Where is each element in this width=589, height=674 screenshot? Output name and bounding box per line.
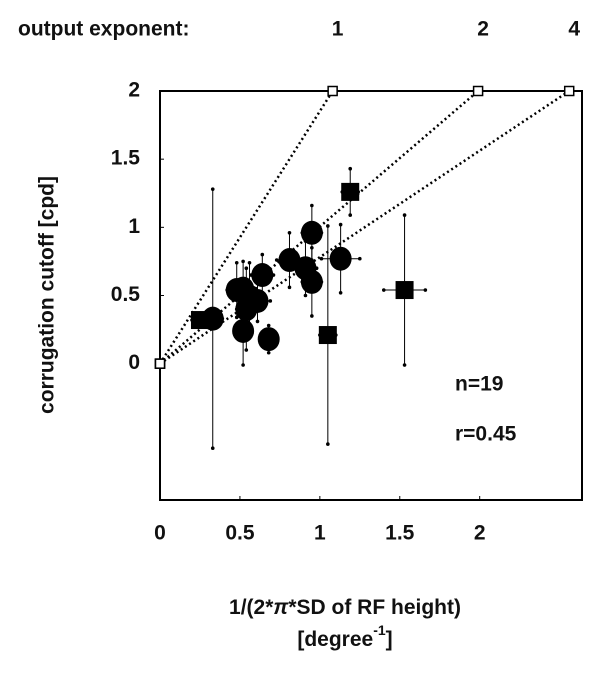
- error-cap: [348, 166, 353, 171]
- point: [300, 220, 323, 245]
- error-cap: [338, 222, 343, 227]
- error-cap: [402, 213, 407, 217]
- error-cap: [303, 293, 308, 298]
- annotation: n=19: [455, 373, 503, 396]
- point: [225, 278, 248, 303]
- point: [300, 269, 323, 294]
- exponent-label: 2: [477, 18, 489, 41]
- error-cap: [310, 314, 314, 318]
- error-cap: [260, 293, 265, 298]
- x-tick-label: 1.5: [385, 522, 415, 545]
- point: [395, 281, 414, 300]
- y-tick-label: 1.5: [111, 147, 141, 170]
- error-cap: [234, 315, 239, 320]
- point: [232, 318, 255, 343]
- x-axis-label: 1/(2*π*SD of RF height): [229, 596, 461, 619]
- x-label-part: *SD of RF height): [288, 596, 461, 619]
- point: [329, 246, 352, 271]
- x-unit-part: ]: [386, 628, 393, 651]
- error-cap: [381, 288, 386, 292]
- error-cap: [402, 363, 407, 367]
- error-cap: [266, 350, 271, 355]
- point: [251, 263, 274, 288]
- error-cap: [241, 363, 245, 367]
- point: [318, 326, 337, 345]
- error-cap: [274, 258, 279, 262]
- error-cap: [210, 187, 215, 191]
- annotation: r=0.45: [455, 423, 517, 446]
- y-axis-label: corrugation cutoff [cpd]: [36, 176, 59, 414]
- error-cap: [310, 203, 314, 208]
- x-unit-part: [degree: [297, 628, 373, 651]
- reference-marker: [154, 358, 166, 369]
- error-cap: [423, 288, 428, 292]
- exponent-label: 1: [332, 18, 344, 41]
- point: [257, 327, 280, 352]
- point: [190, 311, 209, 330]
- x-axis-unit: [degree-1]: [297, 622, 392, 651]
- error-cap: [326, 442, 330, 446]
- error-cap: [338, 290, 343, 295]
- error-cap: [326, 224, 330, 228]
- x-label-part: π: [273, 596, 289, 619]
- error-cap: [244, 266, 249, 271]
- error-cap: [348, 213, 353, 217]
- error-cap: [266, 323, 271, 328]
- reference-marker: [472, 85, 484, 97]
- y-tick-label: 0: [128, 351, 140, 374]
- y-tick-label: 2: [128, 79, 140, 102]
- error-cap: [244, 348, 249, 352]
- x-tick-label: 2: [474, 522, 486, 545]
- x-label-part: 1/(2*: [229, 596, 274, 619]
- exponent-title: output exponent:: [18, 18, 189, 41]
- reference-marker: [327, 85, 338, 97]
- x-tick-label: 0.5: [225, 522, 255, 545]
- error-cap: [268, 299, 273, 303]
- x-tick-label: 0: [154, 522, 166, 545]
- reference-marker: [563, 85, 575, 97]
- x-unit-exponent: -1: [373, 622, 386, 638]
- error-cap: [287, 230, 292, 235]
- point: [341, 182, 360, 201]
- error-cap: [310, 245, 314, 250]
- exponent-label: 4: [568, 18, 580, 41]
- error-cap: [234, 260, 239, 265]
- point: [246, 288, 269, 313]
- error-cap: [241, 259, 245, 264]
- error-cap: [319, 256, 324, 261]
- error-cap: [260, 252, 265, 257]
- error-cap: [210, 446, 215, 450]
- reference-line: [159, 89, 570, 365]
- reference-line: [158, 90, 334, 365]
- error-cap: [242, 299, 247, 303]
- plot-frame: [159, 90, 583, 501]
- error-cap: [358, 256, 362, 261]
- error-cap: [255, 319, 260, 324]
- error-cap: [287, 285, 292, 290]
- y-tick-label: 1: [128, 215, 140, 238]
- y-tick-label: 0.5: [111, 283, 141, 306]
- x-tick-label: 1: [314, 522, 326, 545]
- error-cap: [247, 260, 252, 265]
